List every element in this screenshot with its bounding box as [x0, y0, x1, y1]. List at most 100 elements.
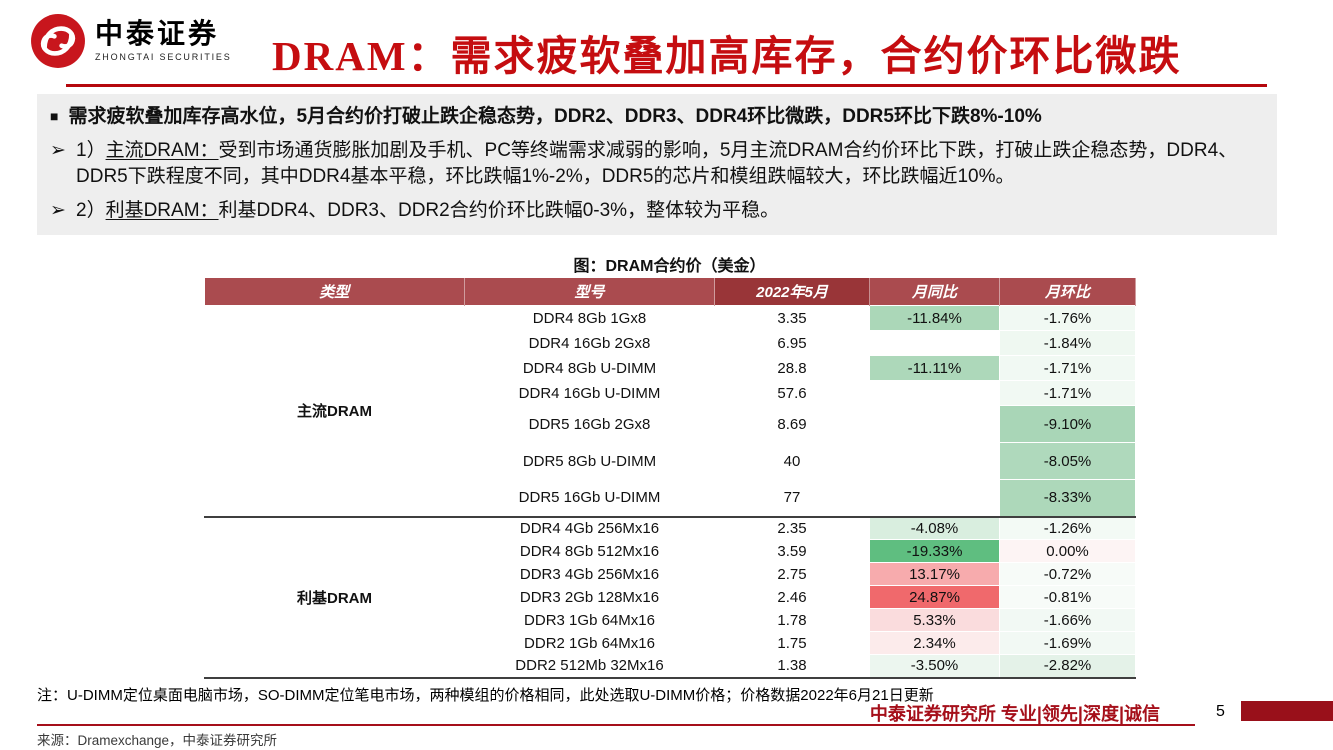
summary-headline-text: 需求疲软叠加库存高水位，5月合约价打破止跌企稳态势，DDR2、DDR3、DDR4…	[68, 106, 1042, 127]
yoy-cell: -11.11%	[869, 355, 1000, 381]
price-cell: 1.78	[714, 608, 870, 632]
model-cell: DDR4 8Gb U-DIMM	[464, 355, 715, 381]
col-header-type: 类型	[204, 278, 465, 306]
footer-divider	[37, 724, 1195, 726]
table-row: DDR2 512Mb 32Mx16 1.38 -3.50% -2.82%	[205, 654, 1136, 678]
bullet-2-text: 利基DDR4、DDR3、DDR2合约价环比跌幅0-3%，整体较为平稳。	[218, 200, 780, 222]
price-cell: 6.95	[714, 330, 870, 356]
summary-box: ■ 需求疲软叠加库存高水位，5月合约价打破止跌企稳态势，DDR2、DDR3、DD…	[37, 94, 1277, 236]
yoy-cell: 2.34%	[869, 631, 1000, 655]
type-cell: 主流DRAM	[204, 305, 465, 517]
mom-cell: -1.69%	[999, 631, 1136, 655]
mom-cell: -1.66%	[999, 608, 1136, 632]
col-header-yoy: 月同比	[869, 278, 1000, 306]
yoy-cell	[869, 380, 1000, 406]
mom-cell: -1.26%	[999, 515, 1136, 540]
model-cell: DDR5 16Gb 2Gx8	[464, 405, 715, 443]
mom-cell: -0.72%	[999, 562, 1136, 586]
price-cell: 57.6	[714, 380, 870, 406]
type-cell: 利基DRAM	[204, 515, 465, 678]
table-row: DDR5 16Gb 2Gx8 8.69 -9.10%	[205, 405, 1136, 443]
arrow-bullet-icon: ➢	[50, 139, 66, 161]
table-row: DDR4 16Gb 2Gx8 6.95 -1.84%	[205, 330, 1136, 356]
bullet-1-label: 主流DRAM：	[105, 139, 219, 161]
price-cell: 2.35	[714, 515, 870, 540]
yoy-cell: -3.50%	[869, 654, 1000, 678]
model-cell: DDR3 1Gb 64Mx16	[464, 608, 715, 632]
col-header-month: 2022年5月	[714, 278, 870, 306]
price-cell: 28.8	[714, 355, 870, 381]
yoy-cell: 24.87%	[869, 585, 1000, 609]
table-row: DDR3 2Gb 128Mx16 2.46 24.87% -0.81%	[205, 585, 1136, 609]
model-cell: DDR3 4Gb 256Mx16	[464, 562, 715, 586]
brand-logo: 中泰证券 ZHONGTAI SECURITIES	[30, 13, 232, 69]
model-cell: DDR4 16Gb 2Gx8	[464, 330, 715, 356]
model-cell: DDR5 8Gb U-DIMM	[464, 442, 715, 480]
page-title: DRAM：需求疲软叠加高库存，合约价环比微跌	[272, 33, 1182, 79]
summary-bullet-1-content: 1）主流DRAM：受到市场通货膨胀加剧及手机、PC等终端需求减弱的影响，5月主流…	[76, 138, 1264, 190]
price-cell: 3.35	[714, 305, 870, 331]
model-cell: DDR4 4Gb 256Mx16	[464, 515, 715, 540]
table-row: DDR4 8Gb 512Mx16 3.59 -19.33% 0.00%	[205, 539, 1136, 563]
mom-cell: -1.84%	[999, 330, 1136, 356]
price-cell: 2.75	[714, 562, 870, 586]
col-header-model: 型号	[464, 278, 715, 306]
source-line: 来源：Dramexchange，中泰证券研究所	[37, 733, 278, 748]
mom-cell: -8.05%	[999, 442, 1136, 480]
yoy-cell: -19.33%	[869, 539, 1000, 563]
summary-headline: ■ 需求疲软叠加库存高水位，5月合约价打破止跌企稳态势，DDR2、DDR3、DD…	[50, 104, 1264, 130]
summary-bullet-1: ➢ 1）主流DRAM：受到市场通货膨胀加剧及手机、PC等终端需求减弱的影响，5月…	[50, 138, 1264, 190]
table-row: DDR3 4Gb 256Mx16 2.75 13.17% -0.72%	[205, 562, 1136, 586]
model-cell: DDR5 16Gb U-DIMM	[464, 479, 715, 517]
mom-cell: -8.33%	[999, 479, 1136, 517]
table-row: DDR4 16Gb U-DIMM 57.6 -1.71%	[205, 380, 1136, 406]
brand-name-cn: 中泰证券	[95, 18, 220, 50]
table-row: DDR5 16Gb U-DIMM 77 -8.33%	[205, 479, 1136, 517]
price-cell: 40	[714, 442, 870, 480]
zhongtai-logo-icon	[30, 13, 86, 69]
table-row: 主流DRAM DDR4 8Gb 1Gx8 3.35 -11.84% -1.76%	[204, 305, 1136, 517]
yoy-cell: 5.33%	[869, 608, 1000, 632]
price-cell: 77	[714, 479, 870, 517]
price-cell: 1.75	[714, 631, 870, 655]
mom-cell: -1.71%	[999, 355, 1136, 381]
model-cell: DDR4 8Gb 512Mx16	[464, 539, 715, 563]
yoy-cell	[869, 405, 1000, 443]
mom-cell: 0.00%	[999, 539, 1136, 563]
yoy-cell	[869, 479, 1000, 517]
footer-corner-bar	[1241, 701, 1333, 721]
model-cell: DDR4 8Gb 1Gx8	[464, 305, 715, 331]
model-cell: DDR2 1Gb 64Mx16	[464, 631, 715, 655]
col-header-mom: 月环比	[999, 278, 1136, 306]
footer-slogan: 中泰证券研究所 专业|领先|深度|诚信	[869, 704, 1160, 724]
summary-bullet-2: ➢ 2）利基DRAM：利基DDR4、DDR3、DDR2合约价环比跌幅0-3%，整…	[50, 198, 1264, 224]
yoy-cell	[869, 330, 1000, 356]
arrow-bullet-icon: ➢	[50, 200, 66, 222]
table-row: DDR4 8Gb U-DIMM 28.8 -11.11% -1.71%	[205, 355, 1136, 381]
price-cell: 3.59	[714, 539, 870, 563]
square-bullet-icon: ■	[50, 108, 59, 124]
mom-cell: -9.10%	[999, 405, 1136, 443]
dram-price-table: 类型 型号 2022年5月 月同比 月环比 主流DRAM DDR4 8Gb 1G…	[204, 278, 1136, 679]
mom-cell: -0.81%	[999, 585, 1136, 609]
table-row: DDR5 8Gb U-DIMM 40 -8.05%	[205, 442, 1136, 480]
price-cell: 2.46	[714, 585, 870, 609]
yoy-cell: 13.17%	[869, 562, 1000, 586]
bullet-1-text: 受到市场通货膨胀加剧及手机、PC等终端需求减弱的影响，5月主流DRAM合约价环比…	[76, 139, 1238, 187]
brand-name-en: ZHONGTAI SECURITIES	[95, 52, 232, 63]
page-number: 5	[1216, 703, 1225, 720]
table-header-row: 类型 型号 2022年5月 月同比 月环比	[204, 278, 1136, 306]
table-row: 利基DRAM DDR4 4Gb 256Mx16 2.35 -4.08% -1.2…	[204, 515, 1136, 678]
mom-cell: -1.76%	[999, 305, 1136, 331]
title-divider	[66, 84, 1267, 87]
price-cell: 1.38	[714, 654, 870, 678]
bullet-1-number: 1）	[76, 139, 106, 161]
mom-cell: -1.71%	[999, 380, 1136, 406]
table-caption: 图：DRAM合约价（美金）	[573, 258, 766, 275]
table-footnote: 注：U-DIMM定位桌面电脑市场，SO-DIMM定位笔电市场，两种模组的价格相同…	[37, 687, 934, 704]
model-cell: DDR2 512Mb 32Mx16	[464, 654, 715, 678]
yoy-cell	[869, 442, 1000, 480]
mom-cell: -2.82%	[999, 654, 1136, 678]
bullet-2-number: 2）	[76, 200, 106, 222]
